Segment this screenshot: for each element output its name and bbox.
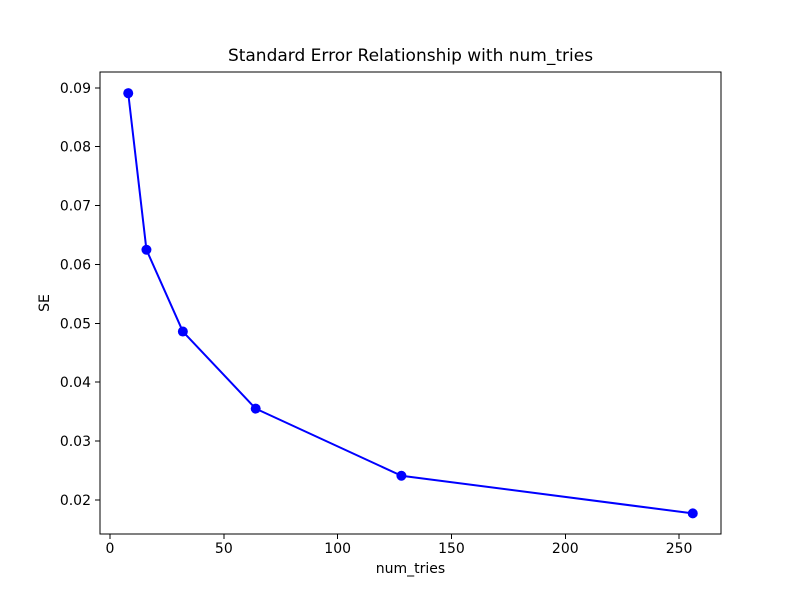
- y-tick-label: 0.08: [60, 140, 91, 156]
- data-point-marker: [141, 244, 152, 255]
- y-tick-label: 0.09: [60, 81, 91, 97]
- data-line: [127, 92, 694, 515]
- x-tick-label: 200: [552, 541, 579, 557]
- x-tick-label: 50: [215, 541, 233, 557]
- y-tick-label: 0.05: [60, 316, 91, 332]
- data-point-marker: [250, 403, 261, 414]
- data-point-marker: [396, 470, 407, 481]
- chart-title: Standard Error Relationship with num_tri…: [227, 46, 594, 66]
- axes-frame: [99, 71, 722, 535]
- x-tick-label: 100: [324, 541, 351, 557]
- y-tick-label: 0.04: [60, 375, 91, 391]
- data-point-marker: [177, 326, 188, 337]
- y-axis-label: SE: [37, 294, 53, 312]
- data-point-marker: [123, 88, 134, 99]
- y-tick-label: 0.02: [60, 493, 91, 509]
- x-tick-label: 0: [106, 541, 115, 557]
- y-tick-label: 0.06: [60, 257, 91, 273]
- y-tick-label: 0.07: [60, 199, 91, 215]
- x-tick-label: 250: [666, 541, 693, 557]
- data-point-marker: [687, 508, 698, 519]
- x-tick-label: 150: [438, 541, 465, 557]
- x-axis-label: num_tries: [375, 561, 446, 577]
- y-tick-label: 0.03: [60, 434, 91, 450]
